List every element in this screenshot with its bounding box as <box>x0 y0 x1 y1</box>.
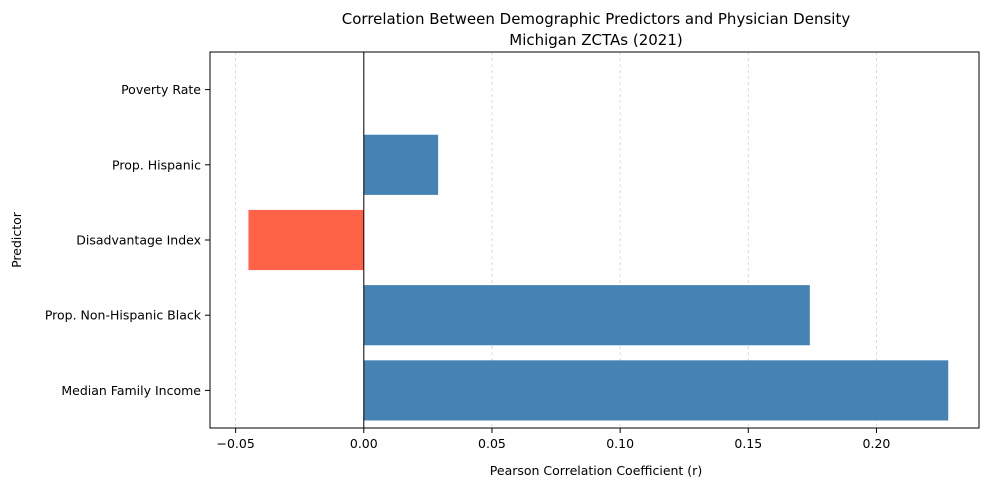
bar <box>248 209 364 271</box>
bar <box>363 285 810 346</box>
x-tick-label: 0.05 <box>478 436 506 451</box>
y-tick-label: Poverty Rate <box>121 82 201 97</box>
y-tick-label: Median Family Income <box>61 383 201 398</box>
y-axis-title: Predictor <box>9 211 24 268</box>
x-tick-label: 0.15 <box>734 436 762 451</box>
x-tick-layer: −0.05 0.00 0.05 0.10 0.15 0.20 <box>216 428 890 451</box>
bar <box>363 134 439 195</box>
x-tick-label: 0.00 <box>350 436 378 451</box>
x-tick-label: 0.20 <box>863 436 891 451</box>
y-tick-label: Prop. Hispanic <box>112 157 201 172</box>
y-tick-label: Prop. Non-Hispanic Black <box>45 308 202 323</box>
bar <box>363 360 949 421</box>
x-tick-label: 0.10 <box>606 436 634 451</box>
y-tick-layer: Median Family Income Prop. Non-Hispanic B… <box>45 82 210 398</box>
x-axis-title: Pearson Correlation Coefficient (r) <box>490 463 702 478</box>
y-tick-label: Disadvantage Index <box>76 233 201 248</box>
x-tick-label: −0.05 <box>216 436 254 451</box>
bar-layer <box>248 134 949 421</box>
chart-title: Correlation Between Demographic Predicto… <box>342 10 851 28</box>
chart-subtitle: Michigan ZCTAs (2021) <box>509 31 683 49</box>
